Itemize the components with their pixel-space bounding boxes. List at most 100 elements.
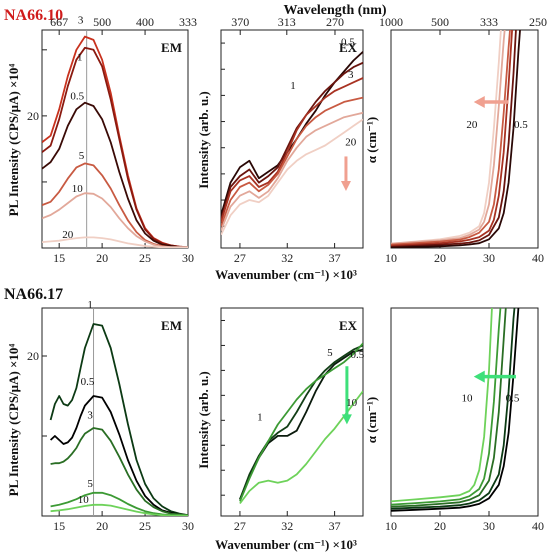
x-tick-label: 15 (53, 251, 65, 265)
series-line-0.5 (391, 30, 521, 248)
series-annotation: 0.5 (341, 36, 355, 48)
series-line-10 (391, 30, 506, 245)
top-tick-label: 500 (93, 15, 111, 29)
top-tick-label: 370 (231, 15, 249, 29)
top-tick-label: 1000 (379, 15, 403, 29)
series-annotation: 0.5 (81, 376, 95, 388)
series-group (49, 323, 188, 516)
x-tick-label: 20 (96, 251, 108, 265)
series-annotation: 10 (346, 397, 358, 409)
series-annotation: 20 (62, 229, 74, 241)
series-annotation: 20 (466, 119, 478, 131)
series-line-3 (221, 77, 363, 223)
series-annotation: 0.5 (350, 349, 364, 361)
series-annotation: 3 (78, 14, 84, 26)
series-line-1 (49, 323, 188, 516)
x-tick-label: 20 (434, 519, 446, 533)
top-tick-label: 333 (480, 15, 498, 29)
x-tick-label: 37 (329, 519, 341, 533)
x-tick-label: 10 (385, 251, 397, 265)
series-line-10 (391, 308, 493, 503)
series-line-3 (50, 427, 188, 516)
x-tick-label: 30 (182, 251, 194, 265)
series-annotation: 3 (348, 69, 354, 81)
series-annotation: 0.5 (514, 119, 528, 131)
series-line-10 (50, 503, 188, 516)
x-tick-label: 27 (234, 519, 246, 533)
series-annotation: 5 (79, 150, 85, 162)
series-line-0.5 (391, 308, 520, 512)
series-annotation: 1 (290, 80, 296, 92)
series-annotation: 1 (77, 51, 83, 63)
y-label-ex-top: Intensity (arb. u.) (196, 91, 211, 189)
y-label-abs-bottom: α (cm⁻¹) (364, 397, 379, 444)
panel-top_ex: 27 32 37 370 313 270 EX0.5 1 3 20 (220, 15, 364, 265)
series-annotation: 10 (72, 183, 84, 195)
series-annotation: 3 (87, 409, 93, 421)
x-tick-label: 30 (182, 519, 194, 533)
series-group (391, 30, 521, 248)
series-annotation: 0.5 (70, 90, 84, 102)
top-tick-label: 270 (326, 15, 344, 29)
top-tick-label: 500 (431, 15, 449, 29)
panel-tag-em: EM (161, 40, 182, 55)
panel-top_em: 15 20 25 30 20 667 500 400 333 EM 3 1 0.5 5 10 20 (27, 14, 197, 265)
panel-tag-ex: EX (339, 40, 358, 55)
series-annotation: 10 (78, 494, 90, 506)
series-line-1 (391, 308, 516, 510)
x-label-wavenumber-bottom: Wavenumber (cm⁻¹) ×10³ (215, 537, 357, 552)
top-tick-label: 400 (136, 15, 154, 29)
series-line-1 (42, 46, 188, 248)
x-tick-label: 32 (281, 251, 293, 265)
series-annotation: 1 (87, 299, 93, 311)
series-annotation: 0.5 (506, 393, 520, 405)
panel-top_abs: 10 20 30 40 1000 500 333 250 20 0.5 (379, 15, 547, 265)
series-group (239, 342, 363, 505)
x-tick-label: 15 (53, 519, 65, 533)
x-tick-label: 20 (96, 519, 108, 533)
y-label-abs-top: α (cm⁻¹) (364, 117, 379, 164)
series-line-20 (221, 118, 363, 236)
x-tick-label: 30 (483, 519, 495, 533)
series-line-10 (221, 111, 363, 231)
trend-arrow-head (340, 180, 351, 191)
series-line-0.5 (42, 101, 188, 248)
plot-frame (41, 29, 189, 249)
y-tick-label: 20 (27, 109, 39, 123)
plot-frame (390, 29, 539, 249)
series-line-1 (391, 30, 517, 248)
x-tick-label: 37 (329, 251, 341, 265)
x-label-wavenumber-top: Wavenumber (cm⁻¹) ×10³ (215, 267, 357, 282)
y-label-pl-bottom: PL Intensity (CPS/μA) ×10⁴ (6, 344, 21, 497)
series-line-1 (221, 61, 363, 220)
trend-arrow-head (473, 95, 485, 108)
series-annotation: 5 (87, 478, 93, 490)
series-annotation: 5 (327, 347, 333, 359)
x-tick-label: 40 (532, 519, 544, 533)
top-sample-label: NA66.10 (4, 7, 63, 24)
x-tick-label: 10 (385, 519, 397, 533)
series-line-3 (391, 308, 507, 508)
x-tick-label: 40 (532, 251, 544, 265)
panel-tag-ex: EX (339, 318, 358, 333)
y-label-pl-top: PL Intensity (CPS/μA) ×10⁴ (6, 64, 21, 217)
plot-frame (41, 307, 189, 517)
series-line-5 (239, 342, 363, 502)
trend-arrow-head (341, 414, 352, 425)
series-group (42, 35, 188, 248)
plot-frame (390, 307, 539, 517)
x-tick-label: 30 (483, 251, 495, 265)
series-line-3 (391, 30, 514, 247)
x-tick-label: 20 (434, 251, 446, 265)
series-line-0.5 (49, 395, 188, 516)
x-tick-label: 25 (139, 251, 151, 265)
trend-arrow-head (473, 370, 485, 383)
top-tick-label: 313 (278, 15, 296, 29)
series-group (221, 51, 363, 236)
x-tick-label: 25 (139, 519, 151, 533)
series-group (391, 308, 520, 512)
y-tick-label: 20 (27, 349, 39, 363)
panel-bot_abs: 10 20 30 40 10 0.5 (385, 307, 544, 533)
